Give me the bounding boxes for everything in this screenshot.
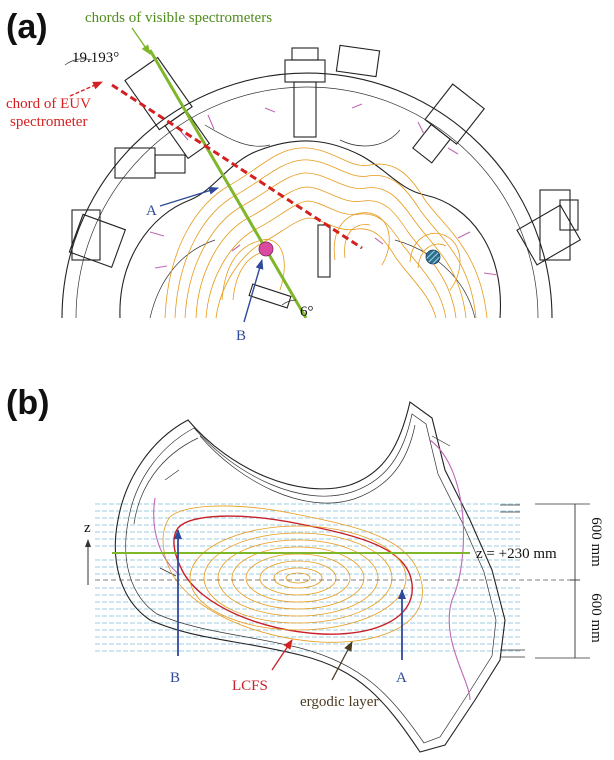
z-axis-label: z bbox=[84, 520, 91, 536]
point-a-label: A bbox=[146, 203, 157, 219]
point-a-arrow bbox=[159, 186, 219, 207]
port-structures bbox=[68, 44, 582, 309]
flux-surfaces-a bbox=[164, 147, 488, 318]
visible-angle-label: 6° bbox=[300, 304, 314, 320]
flux-surfaces-b bbox=[162, 505, 423, 643]
dim-lower-label: 600 mm bbox=[588, 593, 604, 643]
panel-b bbox=[85, 401, 590, 753]
euv-angle-label: 19.193° bbox=[72, 50, 119, 66]
panel-b-label: (b) bbox=[6, 384, 49, 422]
vessel-cross-section bbox=[114, 401, 525, 753]
point-b-arrow bbox=[243, 259, 264, 323]
chord-a-label: A bbox=[396, 670, 407, 686]
lcfs-arrow bbox=[271, 639, 293, 671]
z-line-label: z = +230 mm bbox=[476, 546, 557, 562]
lcfs-label: LCFS bbox=[232, 678, 268, 694]
euv-chord-label-line2: spectrometer bbox=[10, 114, 87, 130]
point-b-label: B bbox=[236, 328, 246, 344]
euv-chord-label-line1: chord of EUV bbox=[6, 96, 91, 112]
euv-chord-arrow bbox=[69, 81, 103, 97]
visible-chords-arrow bbox=[131, 27, 151, 55]
chord-b-label: B bbox=[170, 670, 180, 686]
dimension-bar bbox=[535, 503, 590, 659]
dim-upper-label: 600 mm bbox=[588, 517, 604, 567]
euv-spectrometer-chord bbox=[111, 83, 363, 250]
point-b-marker bbox=[258, 241, 274, 257]
visible-chords-label: chords of visible spectrometers bbox=[85, 10, 272, 26]
ergodic-layer-label: ergodic layer bbox=[300, 694, 378, 710]
hatched-marker bbox=[425, 249, 441, 265]
visible-spectrometer-chord bbox=[148, 49, 308, 318]
ergodic-layer-arrow bbox=[331, 641, 353, 681]
panel-a-label: (a) bbox=[6, 8, 48, 46]
panel-a bbox=[61, 44, 582, 318]
coil-marks bbox=[149, 103, 499, 276]
